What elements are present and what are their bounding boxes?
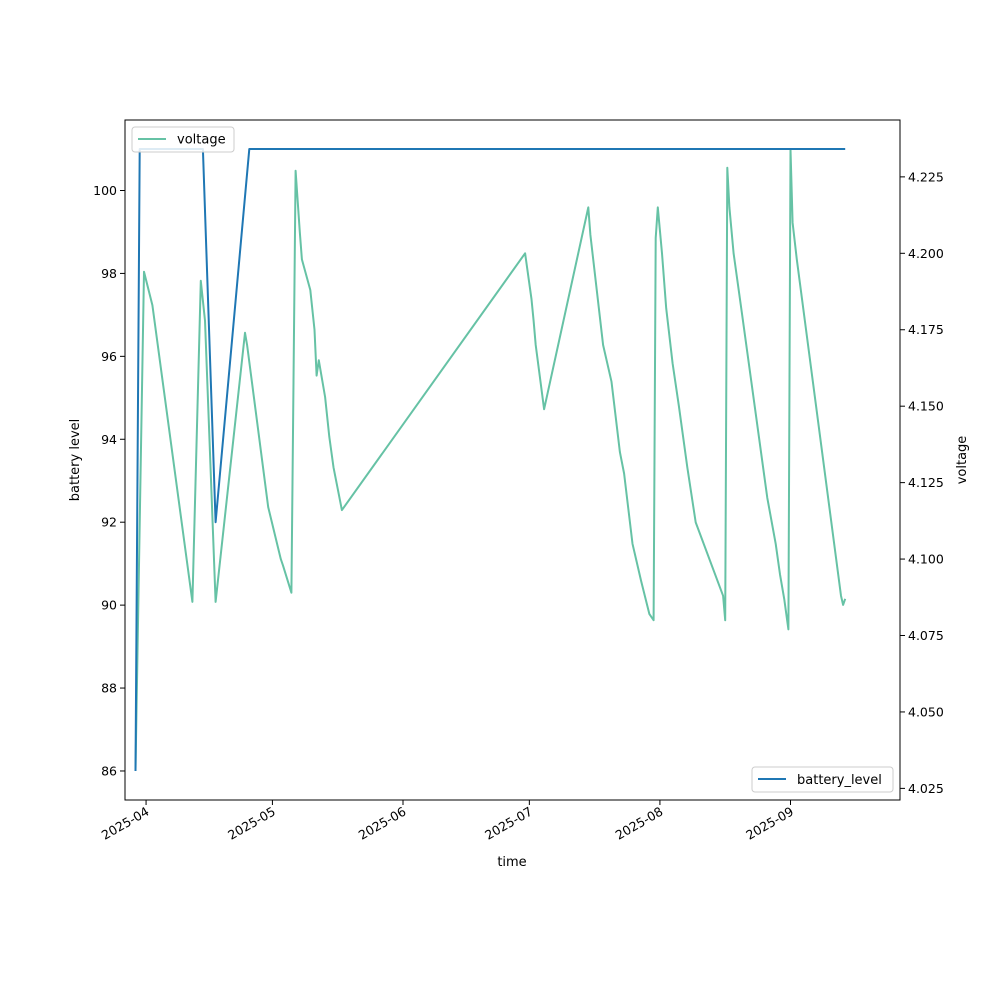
series-line-voltage [134, 148, 847, 771]
series-line-battery-level [134, 148, 846, 772]
right-y-tick-label: 4.050 [908, 704, 944, 719]
right-y-tick-label: 4.200 [908, 246, 944, 261]
legend-voltage: voltage [131, 126, 235, 153]
left-y-tick-label: 92 [101, 515, 117, 530]
legend-battery-label: battery_level [797, 773, 882, 788]
legend-voltage-label: voltage [177, 133, 226, 148]
left-y-tick-label: 86 [101, 763, 117, 778]
legend-battery-level: battery_level [751, 766, 894, 793]
legend-voltage-box [131, 126, 235, 153]
x-axis-label: time [497, 855, 526, 870]
right-y-tick-label: 4.075 [908, 628, 944, 643]
legend-battery-box [751, 766, 894, 793]
left-y-tick-label: 100 [93, 183, 117, 198]
right-y-tick-label: 4.150 [908, 399, 944, 414]
plot-frame [124, 119, 901, 801]
right-y-tick-label: 4.025 [908, 781, 944, 796]
left-axis-label: battery level [68, 419, 83, 502]
left-y-tick-label: 88 [101, 681, 117, 696]
left-y-tick-label: 90 [101, 598, 117, 613]
right-y-tick-label: 4.100 [908, 552, 944, 567]
right-y-tick-label: 4.125 [908, 475, 944, 490]
left-y-tick-label: 98 [101, 266, 117, 281]
left-y-tick-label: 96 [101, 349, 117, 364]
left-y-tick-label: 94 [101, 432, 117, 447]
right-axis-label: voltage [955, 436, 970, 485]
right-y-tick-label: 4.175 [908, 322, 944, 337]
right-y-tick-label: 4.225 [908, 169, 944, 184]
